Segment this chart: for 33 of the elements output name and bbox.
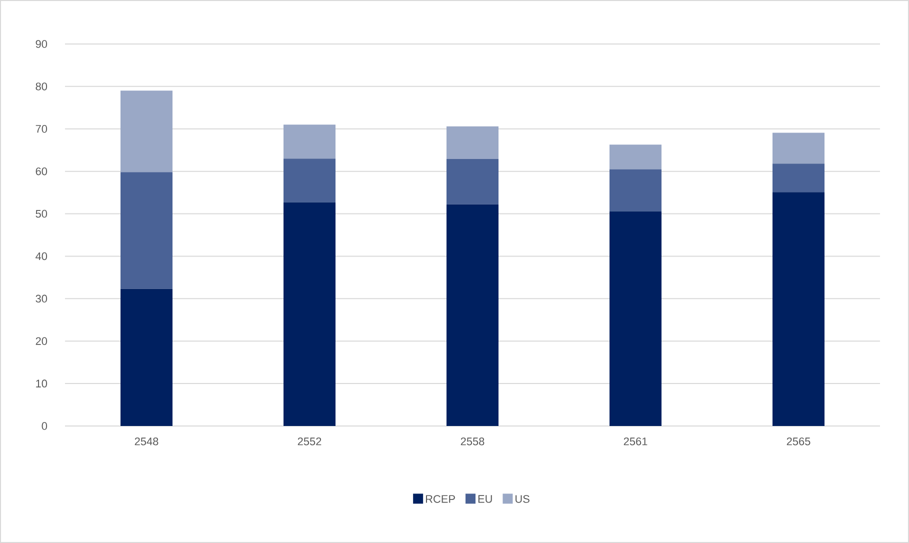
x-tick-label: 2558 (460, 438, 484, 446)
y-tick-label: 70 (36, 125, 48, 133)
bar (772, 192, 825, 426)
bar (120, 288, 173, 426)
legend-label: EU (478, 495, 492, 503)
x-tick-label: 2552 (298, 438, 322, 446)
y-tick-label: 20 (36, 337, 48, 345)
x-tick-label: 2565 (786, 438, 810, 446)
bar (120, 172, 173, 289)
legend-label: US (516, 495, 530, 503)
x-tick-label: 2561 (624, 438, 648, 446)
y-tick-label: 90 (36, 40, 48, 48)
bar (610, 144, 662, 170)
y-tick-label: 0 (42, 422, 48, 430)
y-tick-label: 80 (36, 82, 48, 90)
y-tick-label: 60 (36, 167, 48, 176)
y-tick-label: 30 (36, 294, 48, 303)
bar (446, 126, 499, 160)
bar (446, 204, 499, 426)
bar (284, 202, 336, 426)
bar (610, 169, 662, 212)
bar (284, 124, 336, 159)
bar (120, 90, 173, 172)
bar (772, 164, 825, 192)
y-tick-label: 40 (36, 252, 48, 260)
bar (284, 158, 336, 202)
bar (446, 159, 499, 204)
legend-label: RCEP (426, 495, 455, 503)
y-tick-label: 10 (36, 380, 48, 388)
y-tick-label: 50 (36, 210, 48, 218)
bar (610, 211, 662, 426)
bar (772, 132, 825, 164)
x-tick-label: 2548 (134, 438, 158, 446)
